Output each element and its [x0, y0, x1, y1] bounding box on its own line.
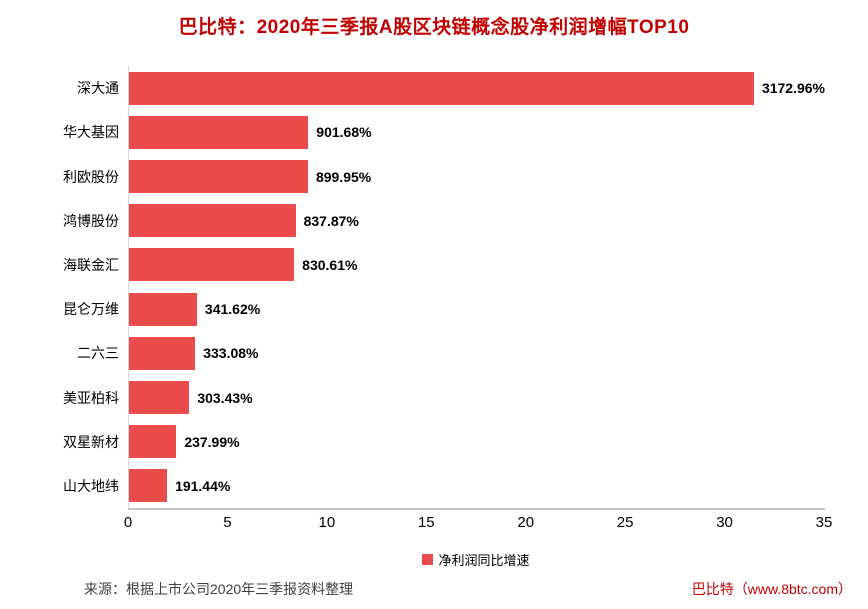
chart-row: 华大基因 901.68%	[63, 110, 825, 154]
footer-brand: 巴比特（www.8btc.com）	[691, 581, 852, 597]
legend-swatch-icon	[422, 554, 434, 565]
category-label: 海联金汇	[63, 256, 119, 273]
x-tick-label: 0	[123, 514, 133, 531]
chart-row: 山大地纬 191.44%	[63, 464, 825, 508]
value-label: 830.61%	[302, 256, 358, 273]
value-label: 341.62%	[204, 301, 261, 318]
legend-label: 净利润同比增速	[438, 553, 530, 568]
category-label: 二六三	[77, 345, 119, 362]
chart-row: 鸿博股份 837.87%	[63, 199, 825, 243]
chart-row: 利欧股份 899.95%	[63, 154, 825, 198]
value-label: 837.87%	[303, 212, 359, 229]
value-label: 191.44%	[175, 477, 231, 494]
bar	[129, 292, 197, 326]
x-tick-label: 30	[716, 514, 733, 531]
chart-row: 美亚柏科 303.43%	[63, 375, 825, 419]
x-tick-label: 10	[318, 514, 336, 531]
category-label: 昆仑万维	[63, 301, 119, 318]
bar	[129, 381, 190, 415]
category-label: 双星新材	[63, 433, 119, 450]
x-tick-label: 35	[815, 514, 833, 531]
bar	[129, 204, 296, 238]
value-label: 899.95%	[315, 168, 372, 185]
bar	[129, 160, 308, 193]
x-axis-ticks: 0 5 10 15 20 25 30 35	[124, 514, 833, 534]
category-label: 利欧股份	[63, 168, 119, 185]
x-tick-label: 15	[417, 514, 435, 531]
category-label: 鸿博股份	[63, 212, 119, 229]
bar	[129, 469, 168, 503]
bar	[129, 336, 196, 370]
chart-row: 双星新材 237.99%	[63, 420, 825, 464]
category-label: 深大通	[77, 80, 119, 97]
value-label: 303.43%	[197, 389, 253, 406]
x-tick-label: 25	[616, 514, 634, 531]
plot-area: 深大通 3172.96% 华大基因 901.68% 利欧股份 899.95% 鸿博股份 837…	[63, 66, 825, 510]
category-label: 华大基因	[63, 124, 119, 141]
footer-source: 来源：根据上市公司2020年三季报资料整理	[84, 581, 354, 597]
x-tick-label: 5	[223, 514, 232, 531]
chart-row: 深大通 3172.96%	[77, 66, 825, 110]
bar	[129, 71, 754, 105]
bar	[129, 248, 295, 282]
value-label: 237.99%	[184, 433, 240, 450]
legend: 净利润同比增速	[128, 550, 824, 569]
chart-row: 昆仑万维 341.62%	[63, 287, 825, 331]
x-tick-label: 20	[517, 514, 535, 531]
category-label: 山大地纬	[63, 477, 119, 494]
footer: 来源：根据上市公司2020年三季报资料整理 巴比特（www.8btc.com）	[84, 579, 852, 599]
category-label: 美亚柏科	[63, 389, 119, 406]
chart-title: 巴比特：2020年三季报A股区块链概念股净利润增幅TOP10	[178, 17, 690, 38]
value-label: 901.68%	[316, 124, 372, 141]
chart-row: 二六三 333.08%	[77, 331, 825, 375]
bar	[129, 425, 177, 459]
value-label: 3172.96%	[761, 80, 825, 97]
chart-row: 海联金汇 830.61%	[63, 243, 825, 287]
bar	[129, 115, 309, 149]
value-label: 333.08%	[203, 345, 259, 362]
